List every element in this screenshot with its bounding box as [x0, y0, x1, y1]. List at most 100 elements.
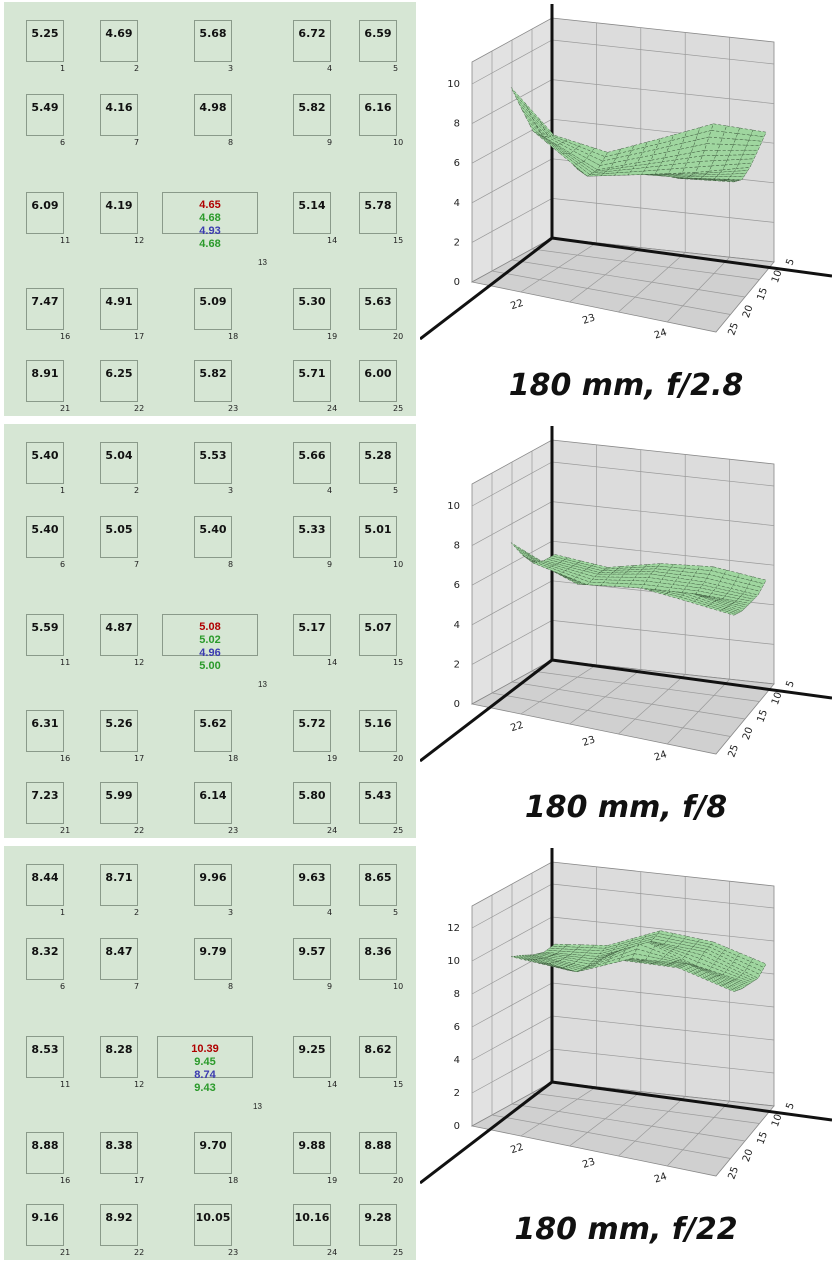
cell-box	[26, 94, 64, 136]
z-tick-label: 8	[454, 541, 460, 552]
surface-patch	[746, 583, 763, 592]
surface-patch	[591, 563, 609, 570]
surface-patch	[572, 148, 590, 159]
surface-patch	[668, 136, 686, 147]
surface-patch	[604, 148, 622, 158]
surface-patch	[564, 153, 583, 164]
cell-value: 6.59	[364, 27, 392, 40]
x-tick-label: 22	[509, 1142, 525, 1156]
surface-patch	[740, 154, 757, 160]
cell-box	[293, 864, 331, 906]
surface-patch	[524, 550, 542, 563]
cell-value: 5.14	[298, 199, 326, 212]
cell-value: 5.26	[105, 717, 133, 730]
back-gridline	[551, 883, 775, 909]
cell-index: 23	[228, 404, 239, 413]
z-tick-label: 4	[454, 198, 460, 209]
surface-patch	[632, 577, 650, 582]
surface-patch	[742, 971, 759, 980]
surface-patch	[617, 145, 635, 154]
surface-patch	[588, 151, 606, 162]
surface-patch	[746, 139, 763, 146]
cell-box	[359, 782, 397, 824]
cell-value: 8.38	[105, 1139, 133, 1152]
cell-value: 5.82	[199, 367, 227, 380]
cell-value: 5.78	[364, 199, 392, 212]
y-tick-label: 25	[726, 1165, 741, 1181]
surface-patch	[567, 153, 585, 163]
cell-value: 5.53	[199, 449, 227, 462]
center-value: 4.68	[199, 238, 221, 250]
cell-value: 5.07	[364, 621, 392, 634]
cell-box	[194, 938, 232, 980]
cell-value: 8.88	[364, 1139, 392, 1152]
side-gridline	[471, 461, 553, 507]
cell-box	[194, 710, 232, 752]
side-gridline	[471, 982, 553, 1028]
surface-patch	[593, 958, 611, 967]
cell-index: 3	[228, 908, 234, 917]
cell-value: 5.49	[31, 101, 59, 114]
surface-patch	[606, 953, 624, 963]
cell-box	[293, 1132, 331, 1174]
surface-patch	[616, 579, 634, 585]
cell-index: 1	[60, 486, 66, 495]
z-tick-label: 6	[454, 158, 460, 169]
y-tick-label: 10	[770, 691, 785, 707]
cell-index: 4	[327, 64, 333, 73]
surface-patch	[695, 130, 712, 141]
cell-value: 6.14	[199, 789, 227, 802]
surface-patch	[620, 948, 638, 959]
cell-value: 8.53	[31, 1043, 59, 1056]
cell-index: 8	[228, 982, 234, 991]
surface-patch	[612, 154, 630, 164]
surface-patch	[719, 952, 736, 963]
side-gridline	[471, 198, 553, 243]
cell-value: 9.96	[199, 871, 227, 884]
surface-patch	[644, 138, 661, 148]
cell-box	[359, 516, 397, 558]
cell-box	[26, 20, 64, 62]
cell-box	[100, 1132, 138, 1174]
cell-index: 12	[134, 658, 145, 667]
cell-box	[194, 1132, 232, 1174]
cell-index: 20	[393, 754, 404, 763]
measurement-panel: 8.44 1 8.71 2 9.96 3 9.63 4 8.65 5 8.32 6 8.47 7 9.79 8…	[4, 846, 416, 1260]
surface-patch	[645, 161, 663, 168]
center-value: 10.39	[191, 1043, 219, 1055]
surface-patch	[573, 961, 591, 967]
cell-index: 15	[393, 236, 404, 245]
floor-gridline	[531, 1092, 760, 1124]
surface-patch	[733, 958, 750, 969]
surface-patch	[744, 144, 761, 151]
center-value: 9.45	[194, 1056, 216, 1068]
x-tick-label: 24	[653, 1171, 669, 1184]
surface-patch	[617, 565, 635, 569]
surface-patch	[708, 130, 725, 139]
cell-box	[100, 1036, 138, 1078]
cell-box	[359, 1132, 397, 1174]
cell-box	[100, 938, 138, 980]
cell-box	[293, 94, 331, 136]
cell-value: 5.40	[31, 449, 59, 462]
cell-index: 10	[393, 560, 404, 569]
cell-box	[359, 1204, 397, 1246]
measurement-panel: 5.25 1 4.69 2 5.68 3 6.72 4 6.59 5 5.49 6 4.16 7 4.98 8…	[4, 2, 416, 416]
surface-patch	[686, 176, 704, 179]
cell-value: 5.82	[298, 101, 326, 114]
z-tick-label: 6	[454, 1022, 460, 1033]
surface-patch	[648, 157, 665, 165]
cell-box	[162, 192, 258, 234]
y-tick-label: 5	[784, 679, 797, 689]
surface-patch	[750, 958, 767, 968]
cell-value: 10.16	[294, 1211, 330, 1224]
chart-caption: 180 mm, f/22	[514, 1212, 738, 1247]
cell-box	[359, 614, 397, 656]
side-gridline	[471, 620, 553, 665]
y-tick-label: 20	[741, 304, 756, 320]
cell-index: 4	[327, 908, 333, 917]
surface-patch	[730, 961, 748, 972]
cell-value: 6.31	[31, 717, 59, 730]
surface-patch	[733, 166, 751, 172]
